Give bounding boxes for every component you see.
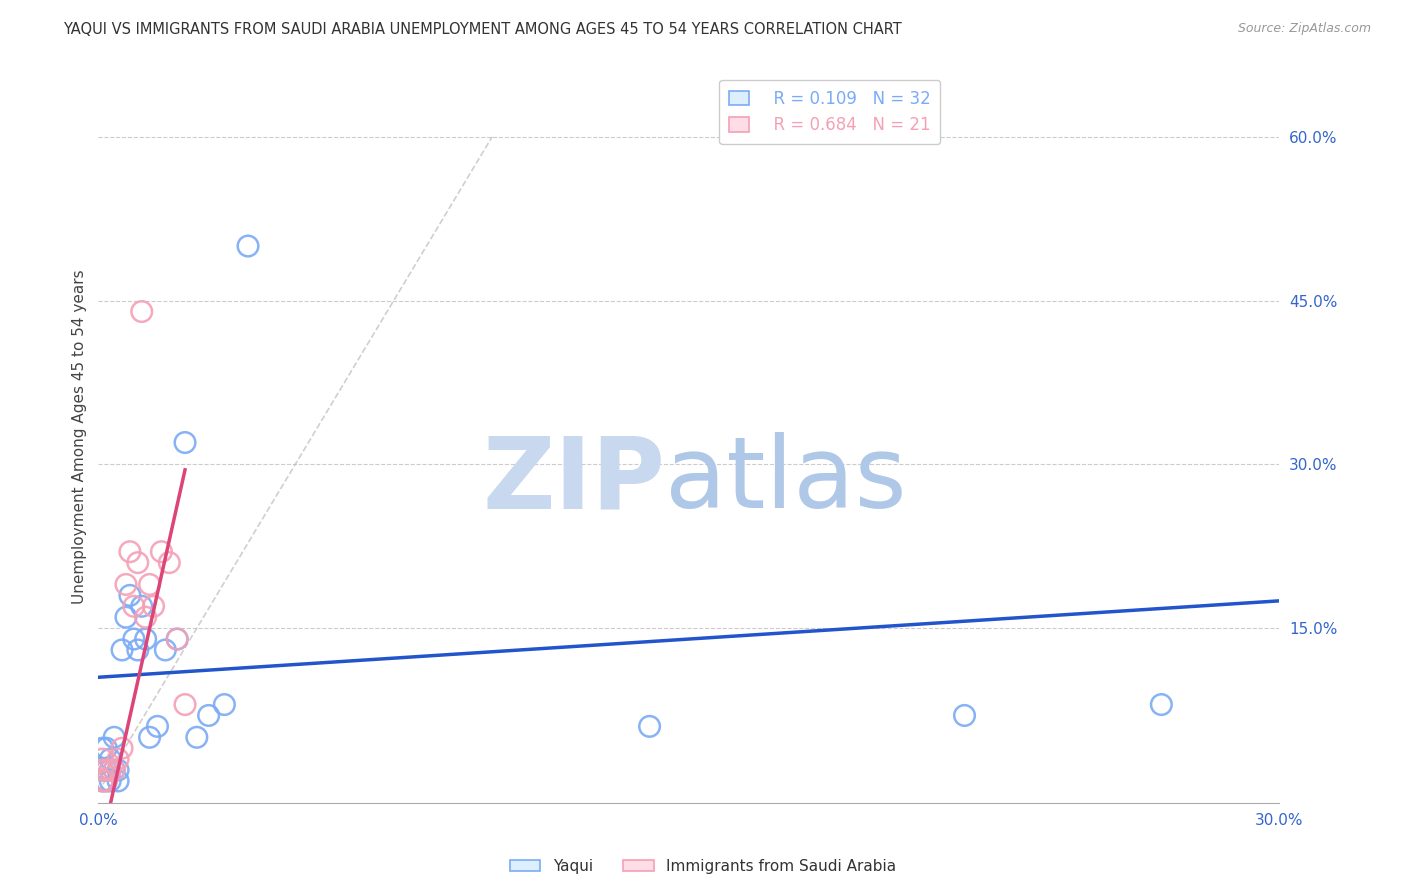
Point	[98, 763, 121, 777]
Point	[96, 774, 118, 789]
Point	[174, 435, 197, 450]
Point	[118, 545, 141, 559]
Point	[122, 632, 145, 646]
Point	[111, 643, 134, 657]
Point	[214, 698, 236, 712]
Point	[166, 632, 188, 646]
Point	[103, 763, 125, 777]
Point	[131, 304, 153, 318]
Point	[96, 763, 118, 777]
Point	[107, 752, 129, 766]
Point	[186, 731, 208, 745]
Y-axis label: Unemployment Among Ages 45 to 54 years: Unemployment Among Ages 45 to 54 years	[72, 269, 87, 605]
Text: YAQUI VS IMMIGRANTS FROM SAUDI ARABIA UNEMPLOYMENT AMONG AGES 45 TO 54 YEARS COR: YAQUI VS IMMIGRANTS FROM SAUDI ARABIA UN…	[63, 22, 903, 37]
Point	[174, 698, 197, 712]
Point	[96, 763, 118, 777]
Point	[96, 741, 118, 756]
Point	[91, 774, 114, 789]
Legend:   R = 0.109   N = 32,   R = 0.684   N = 21: R = 0.109 N = 32, R = 0.684 N = 21	[720, 79, 941, 144]
Point	[98, 774, 121, 789]
Point	[98, 752, 121, 766]
Point	[197, 708, 219, 723]
Point	[107, 763, 129, 777]
Point	[103, 731, 125, 745]
Point	[96, 774, 118, 789]
Point	[135, 632, 157, 646]
Point	[91, 774, 114, 789]
Point	[166, 632, 188, 646]
Point	[1150, 698, 1173, 712]
Point	[146, 719, 169, 733]
Point	[107, 774, 129, 789]
Point	[150, 545, 173, 559]
Point	[138, 731, 160, 745]
Point	[236, 239, 259, 253]
Point	[115, 577, 138, 591]
Text: Source: ZipAtlas.com: Source: ZipAtlas.com	[1237, 22, 1371, 36]
Point	[91, 763, 114, 777]
Point	[122, 599, 145, 614]
Point	[155, 643, 177, 657]
Point	[157, 556, 180, 570]
Point	[131, 599, 153, 614]
Point	[111, 741, 134, 756]
Point	[115, 610, 138, 624]
Point	[142, 599, 165, 614]
Point	[127, 643, 149, 657]
Point	[118, 588, 141, 602]
Point	[98, 763, 121, 777]
Text: atlas: atlas	[665, 433, 907, 530]
Point	[127, 556, 149, 570]
Point	[91, 752, 114, 766]
Legend: Yaqui, Immigrants from Saudi Arabia: Yaqui, Immigrants from Saudi Arabia	[503, 853, 903, 880]
Point	[953, 708, 976, 723]
Point	[638, 719, 661, 733]
Point	[138, 577, 160, 591]
Point	[91, 763, 114, 777]
Text: ZIP: ZIP	[482, 433, 665, 530]
Point	[103, 763, 125, 777]
Point	[135, 610, 157, 624]
Point	[91, 741, 114, 756]
